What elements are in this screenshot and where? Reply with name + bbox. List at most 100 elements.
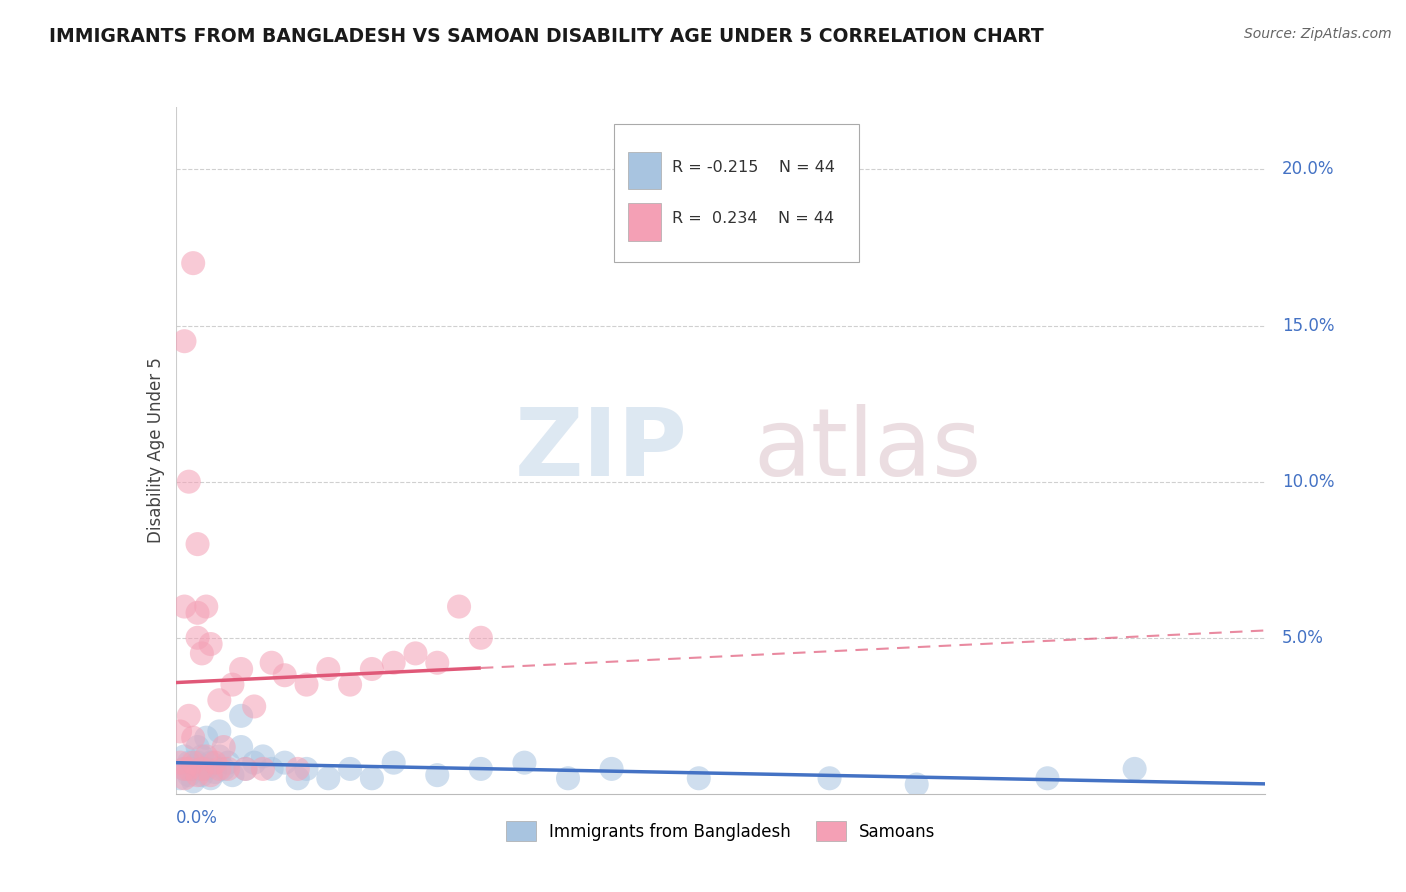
Point xyxy=(318,771,340,786)
Point xyxy=(186,768,209,782)
Point xyxy=(191,768,214,782)
Point xyxy=(169,771,191,786)
Point xyxy=(260,656,283,670)
Point xyxy=(181,774,204,789)
Point xyxy=(287,771,309,786)
Point xyxy=(191,646,214,660)
Point xyxy=(186,537,209,551)
Point xyxy=(173,749,195,764)
Point xyxy=(360,771,382,786)
Point xyxy=(382,656,405,670)
Point xyxy=(470,631,492,645)
Y-axis label: Disability Age Under 5: Disability Age Under 5 xyxy=(146,358,165,543)
FancyBboxPatch shape xyxy=(614,124,859,261)
Point xyxy=(177,768,200,782)
Point xyxy=(447,599,470,614)
Point xyxy=(212,762,235,776)
Point xyxy=(274,668,297,682)
Point xyxy=(1036,771,1059,786)
Point xyxy=(200,768,222,782)
Point xyxy=(217,762,239,776)
Point xyxy=(181,762,204,776)
Point xyxy=(221,678,243,692)
Point xyxy=(252,749,274,764)
Point xyxy=(208,762,231,776)
Point xyxy=(287,762,309,776)
Point xyxy=(177,475,200,489)
Point xyxy=(243,756,266,770)
Point xyxy=(195,749,218,764)
Point xyxy=(173,762,195,776)
Point xyxy=(208,749,231,764)
Point xyxy=(557,771,579,786)
Point xyxy=(173,762,195,776)
Point xyxy=(169,756,191,770)
Point xyxy=(405,646,427,660)
Point xyxy=(212,740,235,755)
Text: 0.0%: 0.0% xyxy=(176,809,218,827)
Point xyxy=(274,756,297,770)
Point xyxy=(318,662,340,676)
Point xyxy=(186,631,209,645)
Text: R =  0.234    N = 44: R = 0.234 N = 44 xyxy=(672,211,834,227)
Point xyxy=(195,599,218,614)
Point xyxy=(295,678,318,692)
Point xyxy=(513,756,536,770)
Text: 15.0%: 15.0% xyxy=(1282,317,1334,334)
Point xyxy=(231,740,253,755)
Point xyxy=(177,756,200,770)
Point xyxy=(177,762,200,776)
Text: Source: ZipAtlas.com: Source: ZipAtlas.com xyxy=(1244,27,1392,41)
Point xyxy=(177,708,200,723)
Point xyxy=(181,756,204,770)
Point xyxy=(200,756,222,770)
Point xyxy=(426,768,449,782)
Point xyxy=(181,256,204,270)
Legend: Immigrants from Bangladesh, Samoans: Immigrants from Bangladesh, Samoans xyxy=(499,814,942,847)
Point xyxy=(169,724,191,739)
Point xyxy=(200,637,222,651)
Point xyxy=(195,762,218,776)
Point xyxy=(905,778,928,792)
Point xyxy=(231,662,253,676)
Point xyxy=(360,662,382,676)
Point xyxy=(181,731,204,745)
Text: R = -0.215    N = 44: R = -0.215 N = 44 xyxy=(672,160,835,175)
Point xyxy=(426,656,449,670)
Point xyxy=(204,765,226,780)
Text: 5.0%: 5.0% xyxy=(1282,629,1323,647)
Text: atlas: atlas xyxy=(754,404,981,497)
Point xyxy=(200,771,222,786)
Point xyxy=(243,699,266,714)
Text: IMMIGRANTS FROM BANGLADESH VS SAMOAN DISABILITY AGE UNDER 5 CORRELATION CHART: IMMIGRANTS FROM BANGLADESH VS SAMOAN DIS… xyxy=(49,27,1045,45)
Point xyxy=(208,724,231,739)
Text: 10.0%: 10.0% xyxy=(1282,473,1334,491)
Point xyxy=(235,762,257,776)
Point xyxy=(186,740,209,755)
Point xyxy=(688,771,710,786)
Point xyxy=(339,678,361,692)
Point xyxy=(295,762,318,776)
Point xyxy=(217,756,239,770)
Point xyxy=(339,762,361,776)
Point xyxy=(191,749,214,764)
Text: 20.0%: 20.0% xyxy=(1282,161,1334,178)
Point xyxy=(186,606,209,620)
Point xyxy=(195,731,218,745)
Point xyxy=(221,768,243,782)
Point xyxy=(191,762,214,776)
Point xyxy=(470,762,492,776)
Point xyxy=(382,756,405,770)
Point xyxy=(231,708,253,723)
Point xyxy=(173,771,195,786)
Point xyxy=(1123,762,1146,776)
Point xyxy=(173,599,195,614)
Point xyxy=(260,762,283,776)
Point xyxy=(173,334,195,348)
Point xyxy=(252,762,274,776)
Point xyxy=(600,762,623,776)
Point xyxy=(186,756,209,770)
Bar xyxy=(628,152,661,189)
Point xyxy=(204,756,226,770)
Point xyxy=(235,762,257,776)
